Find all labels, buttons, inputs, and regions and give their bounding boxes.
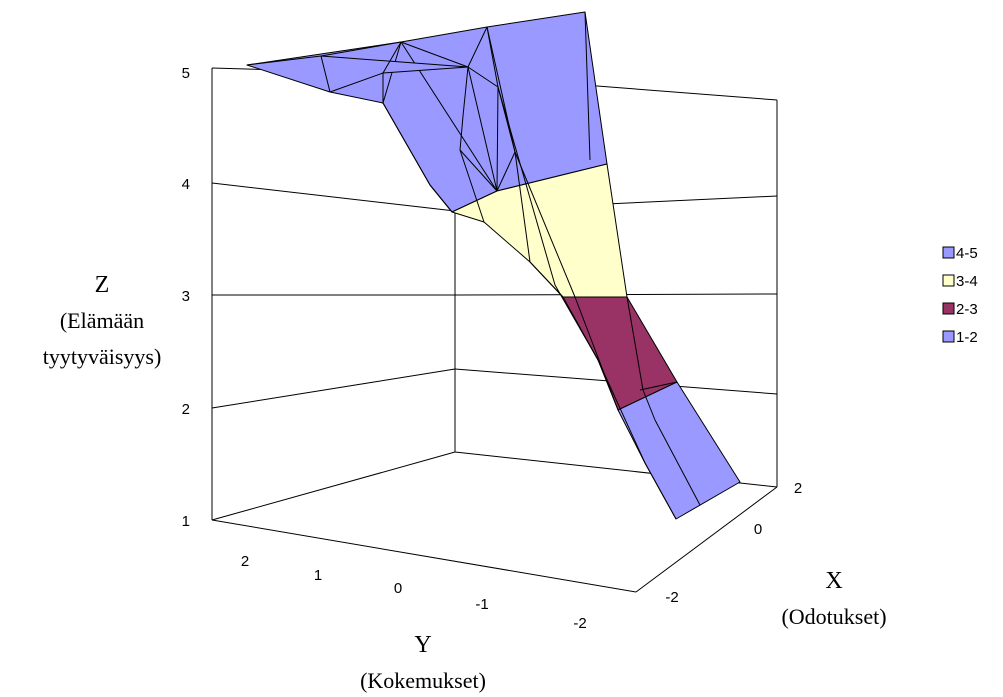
z-tick-label: 4 bbox=[182, 176, 190, 193]
surface-facet-top bbox=[400, 41, 498, 192]
floor-left-edge bbox=[211, 451, 456, 521]
y-tick-label: 0 bbox=[394, 580, 402, 597]
legend-swatch bbox=[942, 302, 955, 315]
gridline-left-wall bbox=[211, 182, 456, 212]
y-axis-line bbox=[211, 519, 637, 593]
surface-mesh-line bbox=[654, 419, 701, 506]
surface-mesh-line bbox=[382, 41, 402, 103]
x-axis-line bbox=[635, 486, 778, 593]
x-tick-label: -2 bbox=[665, 589, 678, 606]
z-tick-label: 1 bbox=[182, 513, 190, 530]
legend-label: 4-5 bbox=[956, 245, 978, 262]
surface-plot bbox=[246, 11, 741, 520]
x-axis-title: X bbox=[825, 568, 842, 594]
legend-label: 3-4 bbox=[956, 273, 978, 290]
surface-mesh-line bbox=[459, 149, 485, 223]
x-axis-subtitle: (Odotukset) bbox=[781, 604, 886, 629]
z-tick-label: 5 bbox=[182, 65, 190, 82]
legend-label: 1-2 bbox=[956, 329, 978, 346]
floor-axes bbox=[211, 486, 778, 593]
z-axis-subtitle-line1: (Elämään bbox=[60, 308, 144, 333]
z-tick-label: 3 bbox=[182, 288, 190, 305]
tick-labels: 1 2 3 4 5 2 1 0 -1 -2 2 0 -2 bbox=[182, 65, 803, 632]
surface-facet-top bbox=[467, 26, 516, 192]
legend-swatch bbox=[942, 330, 955, 343]
surface-mesh-line bbox=[486, 26, 564, 298]
legend: 4-5 3-4 2-3 1-2 bbox=[942, 245, 978, 346]
z-tick-label: 2 bbox=[182, 401, 190, 418]
surface-mesh-line bbox=[497, 86, 599, 361]
gridline-left-wall bbox=[211, 368, 456, 409]
surface-mesh-line bbox=[626, 296, 656, 421]
y-axis-title: Y bbox=[414, 632, 431, 658]
z-axis-subtitle-line2: tyytyväisyys) bbox=[43, 344, 162, 369]
surface-mesh-line bbox=[597, 359, 677, 520]
surface-facet-bot bbox=[617, 381, 741, 520]
axis-titles: Z (Elämään tyytyväisyys) Y (Kokemukset) X (Odo… bbox=[43, 272, 887, 693]
z-axis-title: Z bbox=[95, 272, 110, 298]
legend-swatch bbox=[942, 274, 955, 287]
y-tick-label: 2 bbox=[241, 553, 249, 570]
surface-mesh-line bbox=[639, 381, 678, 391]
surface-mesh-line bbox=[382, 102, 453, 213]
x-tick-label: 0 bbox=[754, 521, 762, 538]
y-tick-label: -2 bbox=[573, 615, 586, 632]
y-tick-label: -1 bbox=[475, 596, 488, 613]
x-tick-label: 2 bbox=[794, 480, 802, 497]
legend-label: 2-3 bbox=[956, 301, 978, 318]
surface-mesh-line bbox=[584, 11, 591, 161]
legend-swatch bbox=[942, 246, 955, 259]
y-axis-subtitle: (Kokemukset) bbox=[360, 668, 486, 693]
y-tick-label: 1 bbox=[314, 567, 322, 584]
